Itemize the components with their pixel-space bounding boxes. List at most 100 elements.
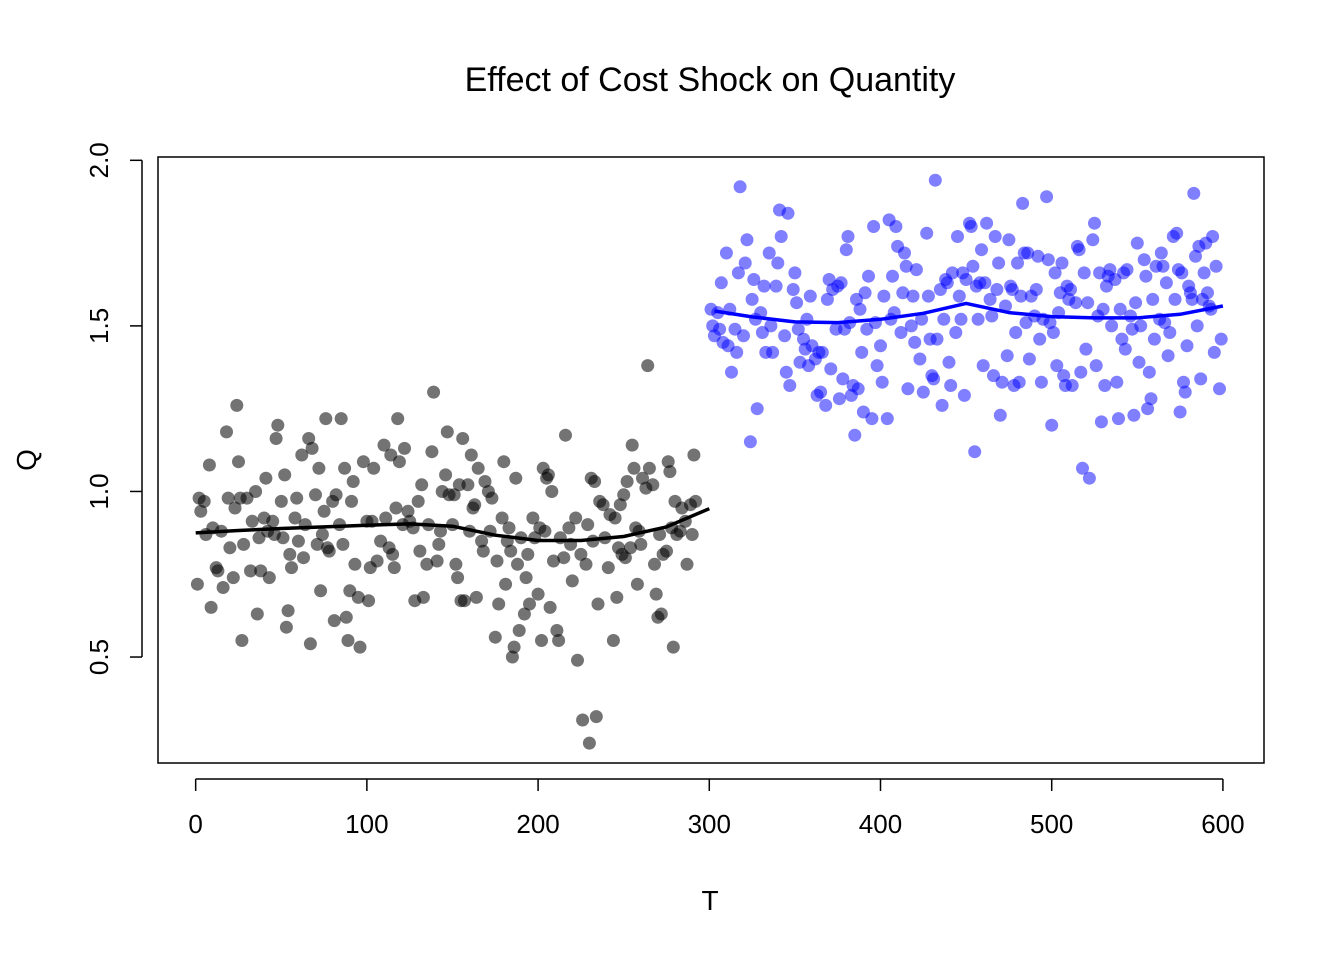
data-point (259, 471, 273, 485)
data-point (909, 263, 923, 277)
data-point (898, 246, 911, 260)
data-point (1118, 342, 1132, 356)
data-point (634, 537, 648, 551)
data-point (271, 418, 285, 432)
data-point (216, 581, 230, 594)
data-point (1129, 296, 1143, 310)
data-point (995, 375, 1009, 389)
data-point (737, 329, 750, 343)
data-point (617, 488, 631, 502)
data-point (636, 471, 649, 485)
data-point (392, 455, 406, 469)
data-point (954, 312, 968, 326)
data-point (581, 518, 595, 532)
data-point (1016, 196, 1030, 210)
data-point (1041, 253, 1055, 267)
data-point (889, 220, 903, 233)
data-point (541, 468, 555, 482)
data-point (1168, 292, 1182, 306)
data-point (769, 279, 783, 293)
data-point (221, 491, 235, 505)
data-point (499, 577, 513, 591)
data-point (451, 571, 465, 585)
data-point (975, 243, 988, 257)
data-point (461, 478, 475, 492)
data-point (1055, 256, 1069, 270)
data-point (834, 276, 848, 290)
series-2 (704, 173, 1228, 485)
data-point (279, 620, 293, 634)
data-point (1064, 283, 1077, 296)
data-point (245, 514, 259, 528)
data-point (495, 511, 509, 525)
data-point (740, 233, 754, 247)
data-point (230, 398, 244, 412)
data-point (687, 448, 701, 462)
data-point (1163, 326, 1177, 339)
data-point (310, 537, 324, 551)
data-point (576, 713, 590, 727)
data-point (569, 511, 583, 525)
data-point (1207, 345, 1221, 359)
data-point (642, 461, 656, 475)
data-point (1000, 349, 1014, 363)
data-point (202, 458, 216, 472)
data-point (725, 365, 738, 379)
data-point (235, 634, 249, 647)
data-point (430, 554, 444, 568)
data-point (1213, 382, 1226, 396)
data-point (1088, 216, 1101, 230)
data-point (427, 385, 441, 399)
data-point (627, 461, 641, 475)
data-point (379, 511, 393, 525)
data-point (1021, 246, 1035, 260)
data-point (731, 266, 745, 280)
data-point (990, 283, 1004, 296)
data-point (274, 494, 288, 508)
data-point (1120, 263, 1134, 277)
data-point (1011, 256, 1024, 270)
data-point (519, 571, 533, 585)
data-point (945, 266, 959, 280)
data-point (1077, 266, 1091, 280)
data-point (288, 511, 302, 525)
data-point (565, 574, 579, 588)
data-point (779, 365, 793, 379)
data-point (315, 528, 329, 541)
data-point (815, 345, 829, 359)
data-point (730, 345, 744, 359)
data-point (262, 571, 276, 585)
data-point (439, 468, 453, 482)
data-point (832, 392, 846, 406)
data-point (469, 590, 483, 604)
data-point (339, 610, 353, 624)
x-tick-label: 300 (688, 809, 731, 839)
data-point (1103, 263, 1117, 277)
data-point (297, 551, 310, 565)
data-point (398, 441, 411, 455)
data-point (899, 259, 913, 273)
data-point (538, 524, 552, 538)
data-point (1146, 292, 1160, 306)
data-point (249, 485, 263, 498)
data-point (1029, 283, 1043, 296)
data-point (630, 577, 644, 591)
data-point (877, 289, 891, 303)
data-point (312, 461, 326, 475)
data-point (1112, 412, 1125, 426)
data-point (1161, 349, 1175, 363)
data-point (1206, 230, 1220, 243)
data-point (1113, 302, 1127, 316)
data-point (1154, 246, 1168, 260)
data-point (774, 230, 788, 243)
data-point (302, 432, 316, 445)
data-point (999, 299, 1012, 313)
data-point (440, 425, 454, 439)
data-point (738, 256, 752, 270)
data-point (290, 491, 304, 505)
data-point (608, 511, 622, 525)
data-point (1175, 266, 1189, 280)
data-point (848, 428, 862, 442)
x-tick-label: 600 (1201, 809, 1244, 839)
data-point (309, 488, 322, 502)
